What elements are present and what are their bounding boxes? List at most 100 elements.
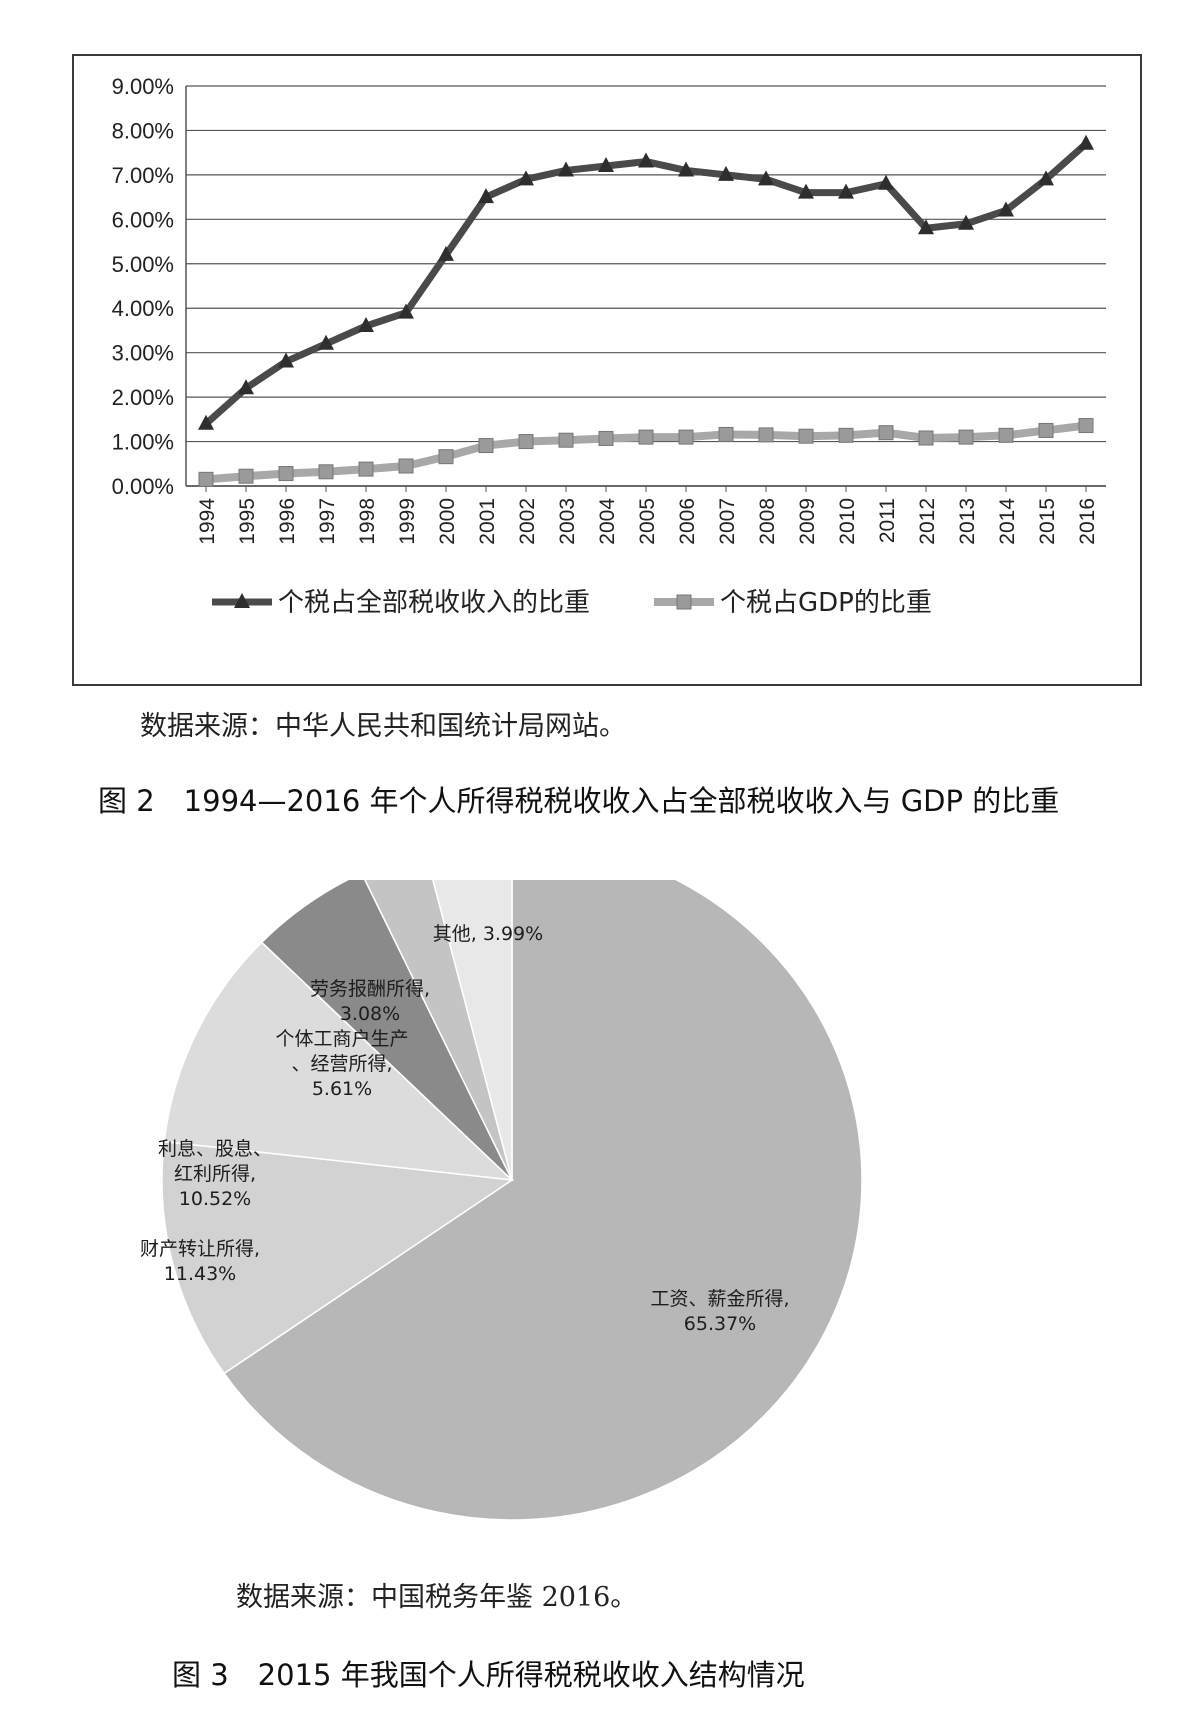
pie-label-name: 劳务报酬所得, (310, 978, 430, 1000)
x-tick-label: 2015 (1036, 498, 1059, 545)
pie-slice (223, 880, 863, 1521)
data-point-square (278, 466, 294, 482)
data-point-square (238, 468, 254, 484)
data-point-square (838, 427, 854, 443)
pie-label-value: 10.52% (179, 1188, 251, 1210)
data-point-triangle (1038, 170, 1054, 186)
pie-slice (163, 941, 515, 1181)
x-tick-label: 2004 (596, 498, 619, 545)
legend-marker-square (676, 594, 692, 610)
data-point-square (678, 429, 694, 445)
legend-label: 个税占全部税收收入的比重 (278, 588, 590, 618)
pie-label-name: 红利所得, (174, 1163, 256, 1185)
data-point-triangle (718, 165, 734, 181)
line-chart-frame: 0.00% 1.00% 2.00% 3.00% 4.00% 5.00% 6.00% 7.00%… (72, 54, 1142, 686)
pie-label-name: 个体工商户生产 (275, 1028, 408, 1050)
data-point-triangle (478, 188, 494, 204)
x-tick-label: 1994 (196, 498, 219, 545)
data-point-triangle (798, 183, 814, 199)
y-tick-label: 9.00% (112, 74, 174, 99)
data-point-triangle (358, 317, 374, 332)
pie-label: 劳务报酬所得, 3.08% (310, 978, 430, 1025)
data-point-square (758, 427, 774, 443)
data-point-triangle (598, 157, 614, 172)
x-tick-label: 2010 (836, 498, 859, 545)
y-tick-label: 6.00% (112, 207, 174, 232)
x-tick-label: 2001 (476, 498, 499, 545)
pie-slice (260, 880, 513, 1181)
pie-label: 个体工商户生产、经营所得, 5.61% (275, 1028, 408, 1100)
data-point-square (518, 434, 534, 450)
data-point-square (598, 430, 614, 446)
x-tick-label: 2008 (756, 498, 779, 545)
data-point-square (718, 426, 734, 442)
data-point-square (558, 432, 574, 448)
data-point-square (638, 429, 654, 445)
figure2-source-note: 数据来源：中华人民共和国统计局网站。 (140, 711, 626, 742)
data-point-triangle (438, 245, 454, 261)
pie-label: 利息、股息、红利所得, 10.52% (158, 1138, 272, 1210)
x-tick-label: 1995 (236, 498, 259, 545)
legend-marker-triangle (234, 593, 250, 608)
data-point-square (438, 449, 454, 465)
x-tick-label: 2009 (796, 498, 819, 545)
line-chart: 0.00% 1.00% 2.00% 3.00% 4.00% 5.00% 6.00% 7.00%… (112, 74, 1106, 618)
x-tick-label: 2006 (676, 498, 699, 545)
y-tick-label: 0.00% (112, 474, 174, 499)
data-point-triangle (238, 379, 254, 395)
x-tick-label: 2002 (516, 498, 539, 545)
x-tick-label: 2016 (1076, 498, 1099, 545)
x-tick-label: 2014 (996, 498, 1019, 545)
x-tick-label: 2005 (636, 498, 659, 545)
pie-label-name: 工资、薪金所得, (650, 1288, 789, 1310)
y-tick-label: 4.00% (112, 296, 174, 321)
y-tick-label: 7.00% (112, 163, 174, 188)
series-line (203, 141, 1089, 427)
data-point-triangle (878, 174, 894, 190)
data-point-triangle (678, 161, 694, 177)
figure3-caption: 图 3 2015 年我国个人所得税税收收入结构情况 (172, 1658, 805, 1692)
pie-label-name: 利息、股息、 (158, 1138, 272, 1160)
pie-label-value: 11.43% (164, 1263, 236, 1285)
x-tick-label: 2003 (556, 498, 579, 545)
data-point-triangle (838, 183, 854, 199)
y-tick-label: 1.00% (112, 430, 174, 455)
data-point-square (918, 430, 934, 446)
data-point-square (878, 425, 894, 441)
pie-label: 财产转让所得, 11.43% (140, 1238, 260, 1285)
y-tick-label: 8.00% (112, 118, 174, 143)
data-point-square (318, 464, 334, 480)
pie-slice (364, 880, 513, 1181)
x-tick-label: 2011 (876, 498, 899, 543)
x-tick-label: 1996 (276, 498, 299, 545)
x-tick-label: 2007 (716, 498, 739, 545)
x-tick-label: 1997 (316, 498, 339, 545)
data-point-triangle (558, 161, 574, 177)
data-point-square (798, 428, 814, 444)
figure3-source-note: 数据来源：中国税务年鉴 2016。 (236, 1582, 638, 1613)
data-point-square (998, 427, 1014, 443)
data-point-triangle (918, 219, 934, 235)
x-tick-label: 2013 (956, 498, 979, 545)
data-point-square (478, 438, 494, 454)
figure2-caption: 图 2 1994—2016 年个人所得税税收收入占全部税收收入与 GDP 的比重 (98, 784, 1060, 818)
data-point-square (1038, 422, 1054, 438)
pie-label-name: 财产转让所得, (140, 1238, 260, 1260)
data-point-triangle (318, 334, 334, 350)
data-point-square (198, 471, 214, 487)
data-point-triangle (1078, 134, 1094, 150)
y-tick-label: 5.00% (112, 252, 174, 277)
x-tick-label: 1998 (356, 498, 379, 545)
x-tick-label: 1999 (396, 498, 419, 545)
pie-label: 工资、薪金所得, 65.37% (650, 1288, 789, 1335)
data-point-triangle (198, 414, 214, 430)
pie-label: 其他, 3.99% (433, 923, 543, 945)
data-point-triangle (958, 214, 974, 230)
pie-slice (432, 880, 513, 1181)
data-point-triangle (758, 170, 774, 186)
data-point-square (398, 458, 414, 474)
data-point-triangle (638, 152, 654, 168)
pie-slice (161, 1140, 515, 1375)
pie-label-value: 3.08% (340, 1003, 400, 1025)
pie-chart: 工资、薪金所得, 65.37% 财产转让所得, 11.43% 利息、股息、红利所得, 10… (140, 880, 863, 1521)
